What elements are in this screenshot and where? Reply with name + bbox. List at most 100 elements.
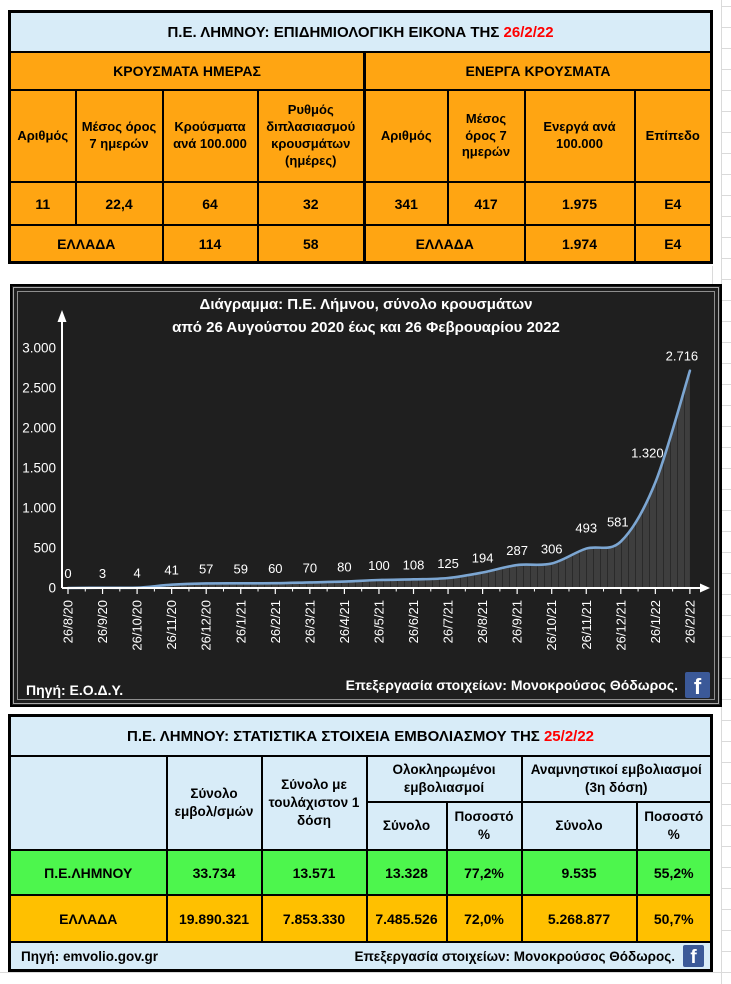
sheet-gridline: [0, 972, 731, 973]
x-tick-label: 26/12/20: [199, 600, 214, 651]
x-tick-label: 26/10/21: [544, 600, 559, 651]
greece-per-100k: 114: [161, 224, 259, 264]
epi-region-row: 11 22,4 64 32 341 417 1.975 Ε4: [8, 181, 713, 226]
x-tick-label: 26/11/20: [164, 600, 179, 650]
x-tick-label: 26/2/22: [682, 600, 697, 643]
series-line: [66, 369, 692, 590]
vax-region-booster: 9.535: [520, 849, 638, 896]
epi-header-row: Αριθμός Μέσος όρος 7 ημερών Κρούσματα αν…: [8, 89, 713, 183]
col-level: Επίπεδο: [633, 89, 713, 183]
vax-greece-name: ΕΛΛΑΔΑ: [8, 894, 168, 943]
data-label: 100: [368, 558, 390, 573]
data-label: 1.320: [631, 445, 664, 460]
vax-greece-total: 19.890.321: [165, 894, 263, 943]
vax-region-row: Π.Ε.ΛΗΜΝΟΥ 33.734 13.571 13.328 77,2% 9.…: [8, 849, 713, 896]
chart-source: Πηγή: Ε.Ο.Δ.Υ.: [26, 682, 124, 698]
epi-group-row: ΚΡΟΥΣΜΑΤΑ ΗΜΕΡΑΣ ΕΝΕΡΓΑ ΚΡΟΥΣΜΑΤΑ: [8, 51, 713, 91]
vax-region-name: Π.Ε.ΛΗΜΝΟΥ: [8, 849, 168, 896]
chart-title-line1: Διάγραμμα: Π.Ε. Λήμνου, σύνολο κρουσμάτω…: [199, 296, 533, 313]
epi-title-row: Π.Ε. ΛΗΜΝΟΥ: ΕΠΙΔΗΜΙΟΛΟΓΙΚΗ ΕΙΚΟΝΑ ΤΗΣ 2…: [8, 10, 713, 53]
region-number: 11: [8, 181, 77, 226]
region-per-100k: 64: [161, 181, 259, 226]
epi-greece-row: ΕΛΛΑΔΑ 114 58 ΕΛΛΑΔΑ 1.974 Ε4: [8, 224, 713, 264]
sheet-gridline: [712, 266, 713, 284]
x-tick-label: 26/8/21: [475, 600, 490, 643]
vax-credit: Επεξεργασία στοιχείων: Μονοκρούσος Θόδωρ…: [354, 948, 675, 964]
data-label: 0: [64, 566, 71, 581]
sub-completed-pct: Ποσοστό %: [445, 801, 523, 851]
area-chart-plot: 0 500 1.000 1.500 2.000 2.500 3.000 26/8/20 26/9…: [22, 310, 710, 651]
epi-title-date: 26/2/22: [503, 23, 554, 41]
vax-greece-booster: 5.268.877: [520, 894, 638, 943]
epidemiology-table: Π.Ε. ΛΗΜΝΟΥ: ΕΠΙΔΗΜΙΟΛΟΓΙΚΗ ΕΙΚΟΝΑ ΤΗΣ 2…: [8, 10, 713, 264]
y-tick-label: 2.000: [22, 421, 56, 436]
y-tick-label: 1.000: [22, 501, 56, 516]
x-tick-label: 26/4/21: [337, 600, 352, 643]
data-label: 41: [164, 563, 178, 578]
greece-level: Ε4: [633, 224, 713, 264]
region-doubling: 32: [256, 181, 366, 226]
data-label: 59: [234, 561, 248, 576]
greece-label-2: ΕΛΛΑΔΑ: [363, 224, 526, 264]
vax-greece-row: ΕΛΛΑΔΑ 19.890.321 7.853.330 7.485.526 72…: [8, 894, 713, 943]
vax-region-total: 33.734: [165, 849, 263, 896]
data-label: 57: [199, 561, 213, 576]
x-tick-label: 26/7/21: [441, 600, 456, 643]
data-label: 60: [268, 561, 282, 576]
region-active: 341: [363, 181, 449, 226]
data-label: 108: [403, 557, 425, 572]
data-label: 581: [607, 515, 629, 530]
greece-label: ΕΛΛΑΔΑ: [8, 224, 164, 264]
area-fill: [68, 370, 690, 588]
group-completed: Ολοκληρωμένοι εμβολιασμοί: [365, 755, 523, 803]
facebook-icon[interactable]: f: [685, 672, 710, 698]
data-label: 80: [337, 560, 351, 575]
col-active-number: Αριθμός: [363, 89, 449, 183]
vax-greece-booster-pct: 50,7%: [635, 894, 713, 943]
x-tick-label: 26/9/21: [510, 600, 525, 643]
greece-active-per-100k: 1.974: [523, 224, 636, 264]
vax-source: Πηγή: emvolio.gov.gr: [21, 948, 159, 964]
x-tick-label: 26/12/21: [613, 600, 628, 651]
vax-title-date: 25/2/22: [543, 727, 595, 745]
col-active-per-100k: Ενεργά ανά 100.000: [523, 89, 636, 183]
vax-greece-atleast1: 7.853.330: [260, 894, 368, 943]
chart-credit: Επεξεργασία στοιχείων: Μονοκρούσος Θόδωρ…: [345, 677, 678, 693]
vax-header-row-1: Σύνολο εμβολ/σμών Σύνολο με τουλάχιστον …: [8, 755, 713, 851]
y-tick-label: 3.000: [22, 341, 56, 356]
col-doubling-rate: Ρυθμός διπλασιασμού κρουσμάτων (ημέρες): [256, 89, 366, 183]
col-active-7day-avg: Μέσος όρος 7 ημερών: [446, 89, 526, 183]
vax-header-row-2: Σύνολο Ποσοστό % Σύνολο Ποσοστό %: [10, 801, 713, 851]
facebook-icon[interactable]: f: [683, 945, 704, 967]
x-tick-label: 26/10/20: [130, 600, 145, 651]
group-daily-cases: ΚΡΟΥΣΜΑΤΑ ΗΜΕΡΑΣ: [8, 51, 366, 91]
cumulative-cases-chart: Διάγραμμα: Π.Ε. Λήμνου, σύνολο κρουσμάτω…: [10, 284, 722, 707]
vax-blank-cell: [8, 755, 168, 851]
vax-footer-cell: Πηγή: emvolio.gov.gr Επεξεργασία στοιχεί…: [8, 941, 713, 972]
col-7day-avg: Μέσος όρος 7 ημερών: [74, 89, 164, 183]
col-total-vaccinations: Σύνολο εμβολ/σμών: [165, 755, 263, 851]
vaccination-table: Π.Ε. ΛΗΜΝΟΥ: ΣΤΑΤΙΣΤΙΚΑ ΣΤΟΙΧΕΙΑ ΕΜΒΟΛΙΑ…: [8, 714, 713, 972]
chart-title-line2: από 26 Αυγούστου 2020 έως και 26 Φεβρουα…: [172, 318, 560, 336]
epi-title-text: Π.Ε. ΛΗΜΝΟΥ: ΕΠΙΔΗΜΙΟΛΟΓΙΚΗ ΕΙΚΟΝΑ ΤΗΣ: [167, 23, 500, 41]
data-label: 4: [133, 566, 140, 581]
vax-region-completed-pct: 77,2%: [445, 849, 523, 896]
sheet-gridlines: [722, 0, 731, 984]
col-at-least-one-dose: Σύνολο με τουλάχιστον 1 δόση: [260, 755, 368, 851]
data-label: 3: [99, 566, 106, 581]
x-tick-label: 26/1/22: [648, 600, 663, 643]
vax-title-row: Π.Ε. ΛΗΜΝΟΥ: ΣΤΑΤΙΣΤΙΚΑ ΣΤΟΙΧΕΙΑ ΕΜΒΟΛΙΑ…: [8, 714, 713, 757]
y-tick-label: 500: [33, 541, 56, 556]
x-tick-label: 26/6/21: [406, 600, 421, 643]
group-booster: Αναμνηστικοί εμβολιασμοί (3η δόση): [520, 755, 713, 803]
x-tick-label: 26/5/21: [371, 600, 386, 643]
x-tick-label: 26/1/21: [233, 600, 248, 643]
data-label: 287: [506, 543, 528, 558]
sub-booster-pct: Ποσοστό %: [635, 801, 713, 851]
vax-greece-completed-pct: 72,0%: [445, 894, 523, 943]
sub-booster-total: Σύνολο: [520, 801, 638, 851]
data-label: 493: [575, 521, 597, 536]
vax-table-title: Π.Ε. ΛΗΜΝΟΥ: ΣΤΑΤΙΣΤΙΚΑ ΣΤΟΙΧΕΙΑ ΕΜΒΟΛΙΑ…: [8, 714, 713, 757]
region-active-per-100k: 1.975: [523, 181, 636, 226]
region-level: Ε4: [633, 181, 713, 226]
